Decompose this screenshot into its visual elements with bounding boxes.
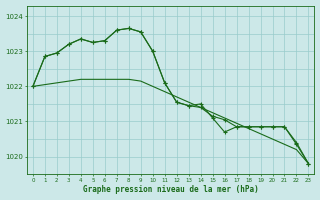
X-axis label: Graphe pression niveau de la mer (hPa): Graphe pression niveau de la mer (hPa) — [83, 185, 259, 194]
